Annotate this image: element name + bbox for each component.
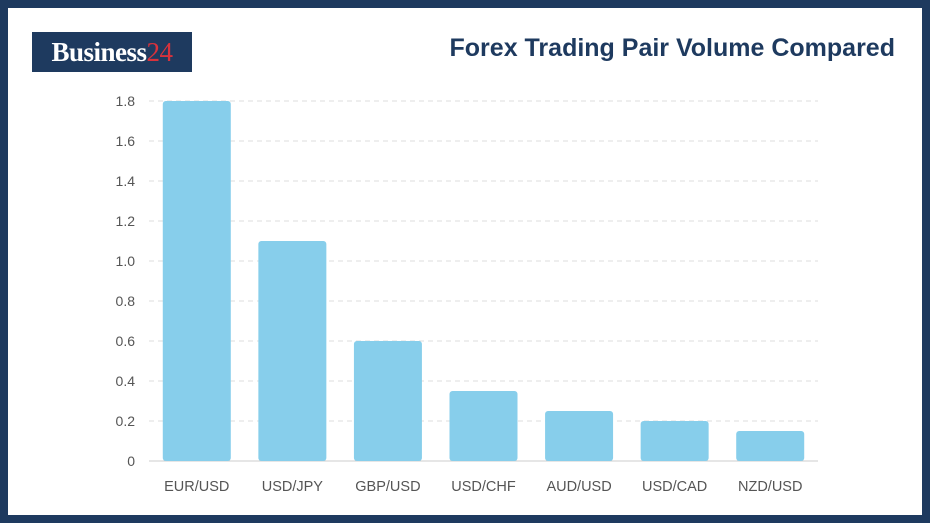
- business24-logo: Business24: [32, 32, 192, 72]
- y-tick-label: 1.0: [116, 253, 136, 269]
- x-tick-label: USD/CAD: [642, 479, 707, 495]
- x-tick-label: EUR/USD: [164, 479, 229, 495]
- bar: [162, 101, 231, 461]
- logo-text: Business: [51, 37, 147, 67]
- chart-title: Forex Trading Pair Volume Compared: [449, 34, 895, 62]
- y-tick-label: 0.6: [116, 333, 136, 349]
- y-tick-label: 1.8: [116, 93, 136, 109]
- bar: [353, 341, 422, 461]
- y-tick-label: 1.4: [116, 173, 136, 189]
- x-tick-label: GBP/USD: [355, 479, 420, 495]
- y-tick-label: 0.4: [116, 373, 136, 389]
- x-tick-label: USD/JPY: [262, 479, 324, 495]
- bar: [736, 431, 805, 461]
- chart-card: Business24 Forex Trading Pair Volume Com…: [8, 8, 922, 515]
- bar: [258, 241, 327, 461]
- bar-chart: 0 0.2 0.4 0.6 0.8 1.0 1.2 1.4 1.6 1.8 EUR/USD USD/J…: [116, 93, 818, 495]
- logo-number: 24: [146, 37, 174, 67]
- x-tick-label: AUD/USD: [546, 479, 611, 495]
- y-tick-label: 1.6: [116, 133, 136, 149]
- bar: [545, 411, 614, 461]
- y-tick-label: 0.8: [116, 293, 136, 309]
- y-tick-label: 1.2: [116, 213, 136, 229]
- bar: [640, 421, 709, 461]
- y-tick-label: 0.2: [116, 413, 136, 429]
- x-tick-label: USD/CHF: [451, 479, 516, 495]
- x-tick-label: NZD/USD: [738, 479, 802, 495]
- bar: [449, 391, 518, 461]
- y-tick-label: 0: [127, 453, 135, 469]
